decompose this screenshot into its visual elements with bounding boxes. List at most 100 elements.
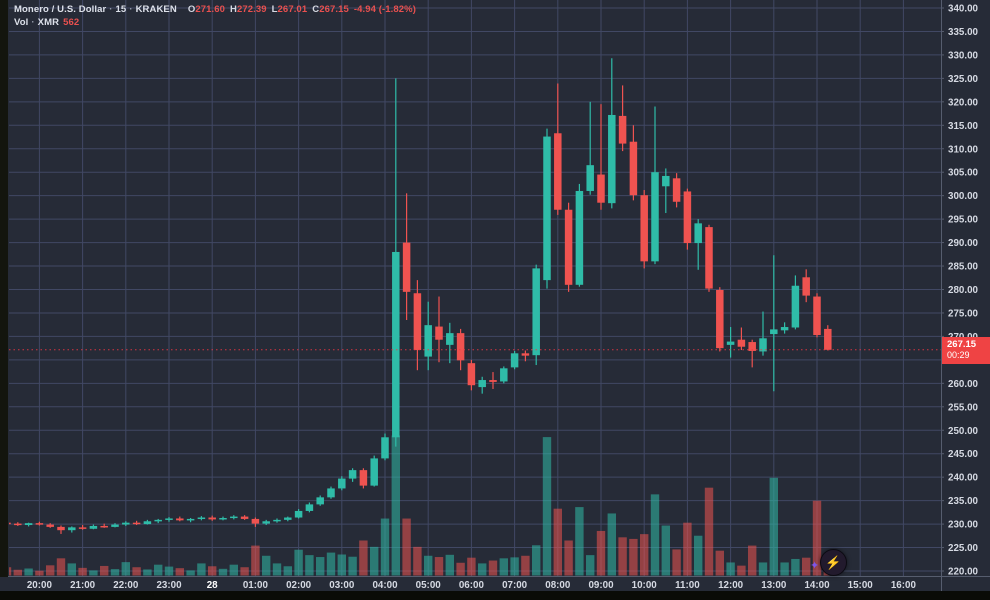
volume-bar — [186, 570, 195, 576]
candle-body — [35, 523, 44, 525]
candle-body — [9, 522, 11, 525]
price-tick-label: 330.00 — [948, 50, 979, 61]
candle-body — [737, 339, 746, 347]
volume-bar — [337, 554, 346, 576]
volume-bar — [715, 550, 724, 576]
price-tick-label: 250.00 — [948, 426, 979, 437]
volume-bar — [769, 477, 778, 576]
candle-body — [791, 285, 800, 328]
price-axis[interactable] — [941, 0, 990, 591]
candle-body — [564, 209, 573, 285]
legend-separator: · — [109, 4, 113, 15]
high-value: 272.39 — [236, 4, 267, 15]
candle-body — [446, 333, 454, 345]
symbol-name[interactable]: Monero / U.S. Dollar — [14, 4, 107, 15]
volume-bar — [35, 570, 44, 576]
candle-body — [608, 114, 616, 204]
volume-bar — [629, 538, 638, 576]
candle-body — [381, 437, 389, 459]
volume-value: 562 — [63, 17, 80, 28]
candle-body — [618, 115, 627, 144]
volume-bar — [262, 555, 271, 576]
volume-bar — [478, 563, 487, 576]
price-tick-label: 225.00 — [948, 543, 979, 554]
candle-body — [424, 325, 432, 357]
volume-bar — [56, 558, 66, 576]
price-tick-label: 235.00 — [948, 496, 979, 507]
candle-body — [89, 525, 98, 529]
volume-bar — [683, 522, 692, 576]
time-axis-labels[interactable]: 20:00 21:00 22:00 23:00 28 01:00 02:00 03:00 04:… — [27, 580, 917, 591]
bottom-black-border — [0, 591, 990, 600]
volume-bar — [650, 494, 660, 576]
time-tick-label: 23:00 — [156, 580, 182, 591]
time-tick-label: 13:00 — [761, 580, 787, 591]
candle-body — [770, 329, 778, 335]
candle-body — [165, 518, 173, 520]
price-tick-label: 285.00 — [948, 262, 979, 273]
volume-bar — [175, 568, 184, 576]
volume-bar — [402, 518, 411, 576]
time-tick-label: 14:00 — [804, 580, 830, 591]
volume-bar — [445, 554, 454, 576]
volume-bar — [791, 558, 800, 576]
candle-body — [672, 178, 681, 202]
volume-bar — [316, 557, 325, 576]
volume-bar — [164, 566, 174, 576]
volume-bar — [229, 564, 238, 576]
time-tick-label: 08:00 — [545, 580, 571, 591]
volume-bar — [46, 565, 55, 576]
time-tick-label: 16:00 — [891, 580, 917, 591]
volume-label: Vol — [14, 17, 29, 28]
candle-body — [251, 518, 260, 524]
volume-bars — [9, 435, 832, 576]
bar-countdown: 00:29 — [947, 350, 970, 360]
candle-body — [392, 251, 400, 438]
time-tick-label: 28 — [207, 580, 218, 591]
volume-bar — [618, 537, 627, 576]
volume-bar — [575, 507, 584, 576]
volume-bar — [672, 549, 681, 576]
candle-body — [132, 522, 141, 525]
time-tick-label: 03:00 — [329, 580, 355, 591]
candle-body — [489, 380, 497, 382]
legend-separator: · — [31, 17, 35, 28]
volume-bar — [434, 557, 444, 576]
time-tick-label: 10:00 — [632, 580, 658, 591]
interval-value[interactable]: 15 — [115, 4, 127, 15]
volume-bar — [13, 569, 22, 576]
current-price-value: 267.15 — [947, 339, 977, 350]
volume-bar — [596, 530, 606, 576]
volume-bar — [326, 552, 336, 576]
candle-body — [230, 516, 238, 519]
candle-body — [500, 368, 508, 382]
volume-bar — [272, 563, 282, 576]
candle-body — [716, 289, 724, 349]
price-tick-label: 295.00 — [948, 215, 979, 226]
time-axis[interactable] — [0, 576, 990, 591]
volume-bar — [564, 540, 573, 576]
candle-body — [802, 277, 810, 296]
legend-volume-row[interactable]: Vol · XMR 562 — [14, 16, 416, 29]
time-tick-label: 12:00 — [718, 580, 744, 591]
left-black-border — [0, 0, 8, 577]
candle-body — [111, 524, 119, 527]
candle-body — [759, 338, 767, 352]
volume-bar — [294, 549, 303, 576]
volume-bar — [208, 566, 217, 576]
candle-body — [640, 195, 648, 262]
close-label: C — [312, 4, 320, 15]
volume-bar — [24, 568, 33, 576]
candle-body — [46, 524, 54, 527]
legend-symbol-row[interactable]: Monero / U.S. Dollar · 15 · KRAKEN O271.60 H27… — [14, 3, 416, 16]
volume-bar — [737, 565, 746, 576]
grid-layer — [9, 0, 941, 576]
open-value: 271.60 — [195, 4, 225, 15]
volume-bar — [640, 534, 649, 576]
change-value: -4.94 (-1.82%) — [353, 4, 416, 15]
price-tick-label: 340.00 — [948, 4, 979, 15]
candle-body — [467, 363, 476, 386]
price-tick-label: 305.00 — [948, 168, 979, 179]
candle-body — [554, 133, 562, 210]
